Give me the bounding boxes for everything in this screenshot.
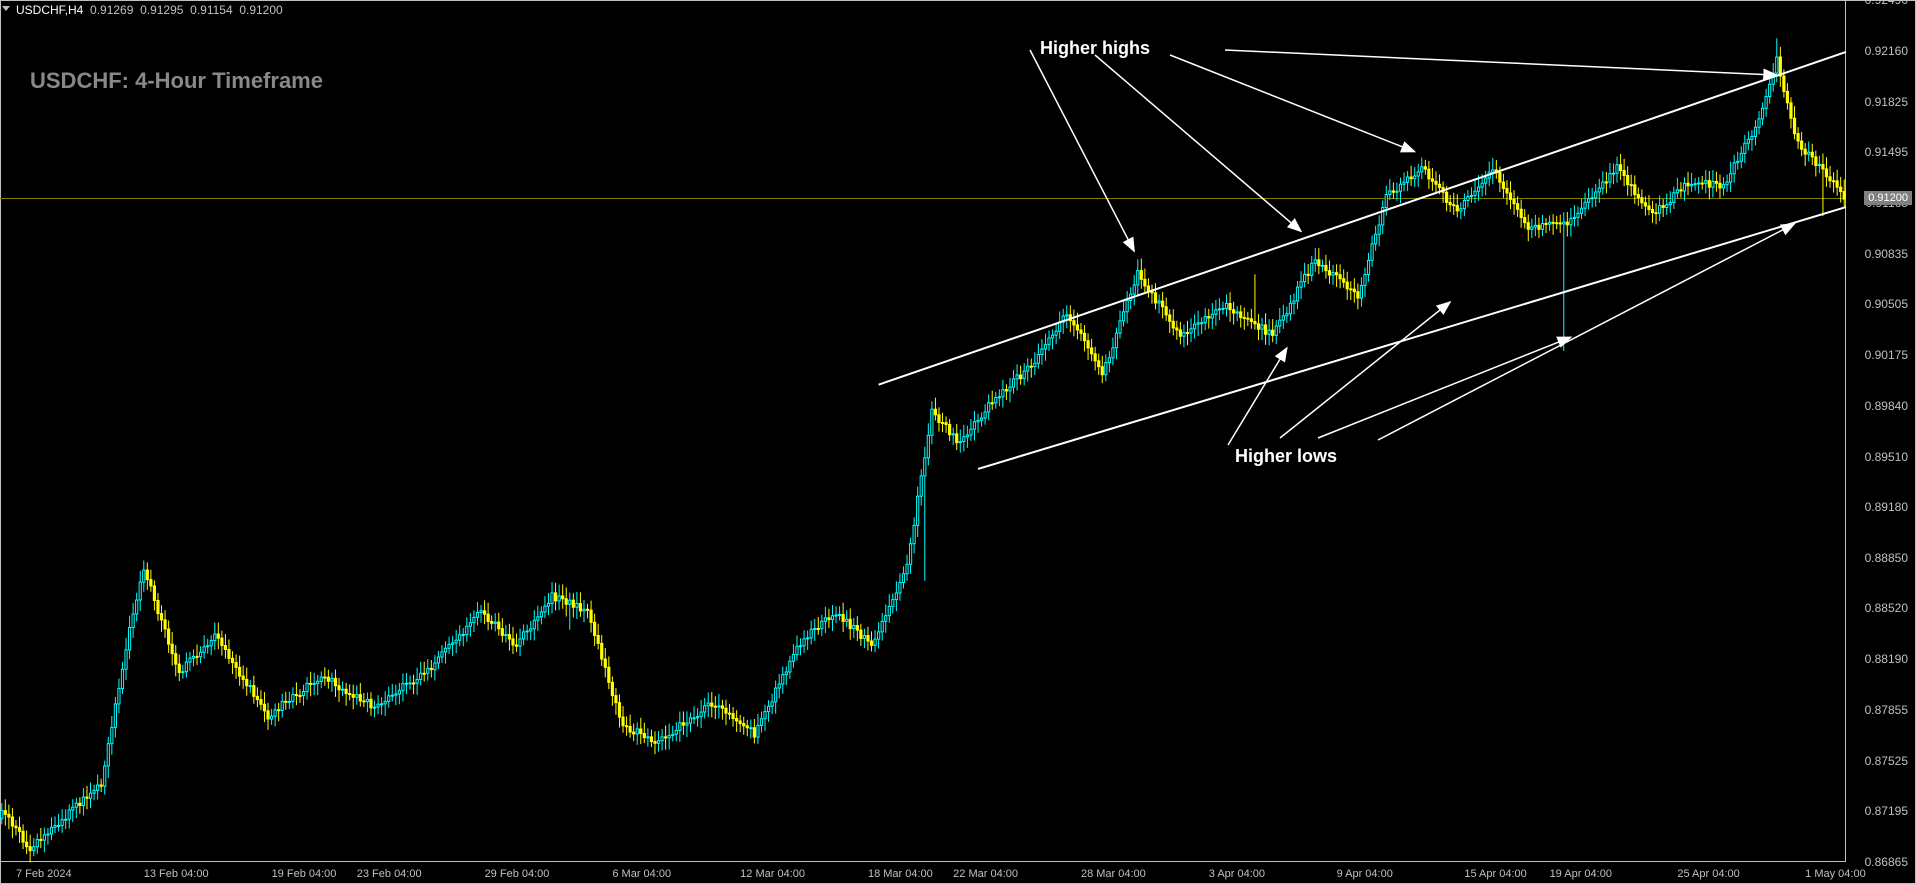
annotation-higher-highs: Higher highs [1040,38,1150,59]
chart-menu-dropdown-icon[interactable] [2,6,10,11]
ohlc-close: 0.91200 [239,3,282,17]
ohlc-low: 0.91154 [190,3,233,17]
chart-container: USDCHF,H4 0.91269 0.91295 0.91154 0.9120… [0,0,1916,884]
candlestick-svg[interactable] [0,0,1916,884]
annotation-higher-lows: Higher lows [1235,446,1337,467]
chart-title: USDCHF: 4-Hour Timeframe [30,68,323,94]
current-price-tag: 0.91200 [1864,191,1912,205]
ohlc-high: 0.91295 [140,3,183,17]
chart-symbol: USDCHF,H4 [16,3,83,17]
ohlc-open: 0.91269 [90,3,133,17]
chart-ohlc-readout: USDCHF,H4 0.91269 0.91295 0.91154 0.9120… [16,3,283,17]
